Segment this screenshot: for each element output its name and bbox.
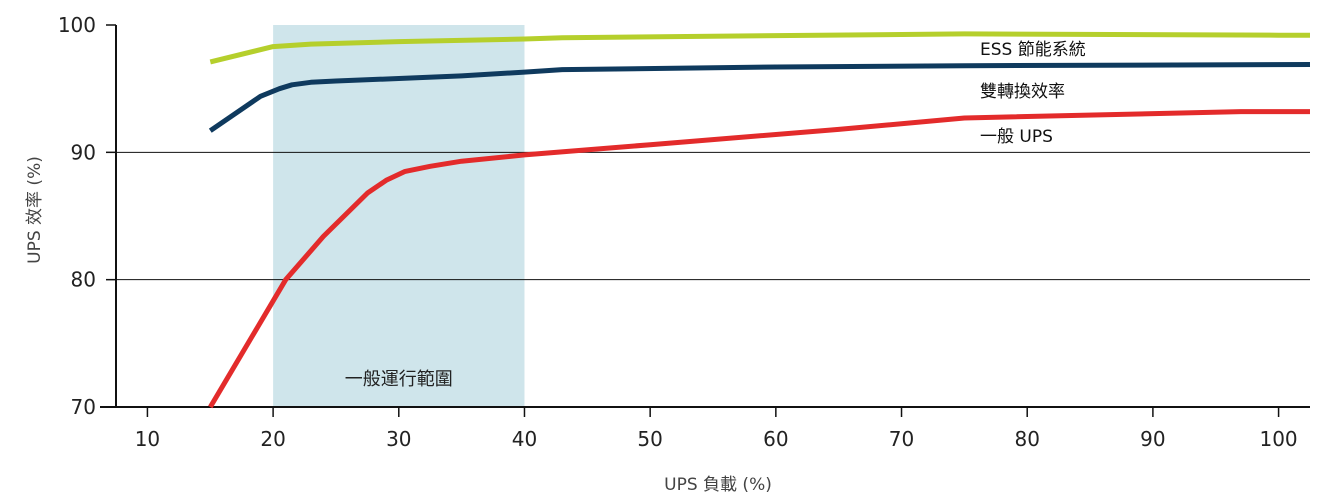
gridlines [116, 151, 1310, 281]
x-tick-label-80: 80 [1014, 427, 1039, 451]
x-axis-ticks: 10 20 30 40 50 60 70 80 90 100 [135, 407, 1298, 451]
series-line-3 [208, 109, 1310, 409]
y-axis-ticks: 70 80 90 100 [58, 13, 116, 419]
y-tick-label-90: 90 [71, 140, 96, 164]
x-tick-label-20: 20 [260, 427, 285, 451]
x-tick-label-30: 30 [386, 427, 411, 451]
operating-range-label: 一般運行範圍 [345, 369, 453, 390]
y-axis-title: UPS 效率 (%) [25, 156, 45, 264]
x-tick-label-70: 70 [889, 427, 914, 451]
x-tick-label-100: 100 [1259, 427, 1297, 451]
series-label-2: 雙轉換效率 [980, 82, 1065, 102]
y-tick-label-80: 80 [71, 268, 96, 292]
x-axis-title: UPS 負載 (%) [664, 475, 772, 495]
x-tick-label-10: 10 [135, 427, 160, 451]
series-label-3: 一般 UPS [980, 127, 1053, 147]
series-lines [208, 31, 1311, 409]
series-line-1 [209, 31, 1310, 65]
y-tick-label-100: 100 [58, 13, 96, 37]
x-tick-label-60: 60 [763, 427, 788, 451]
series-line-2 [208, 62, 1311, 133]
series-label-1: ESS 節能系統 [980, 40, 1086, 60]
x-tick-label-40: 40 [512, 427, 537, 451]
x-tick-label-90: 90 [1140, 427, 1165, 451]
y-tick-label-70: 70 [71, 395, 96, 419]
axes [100, 25, 1310, 408]
x-tick-label-50: 50 [637, 427, 662, 451]
operating-range-band [273, 25, 525, 407]
